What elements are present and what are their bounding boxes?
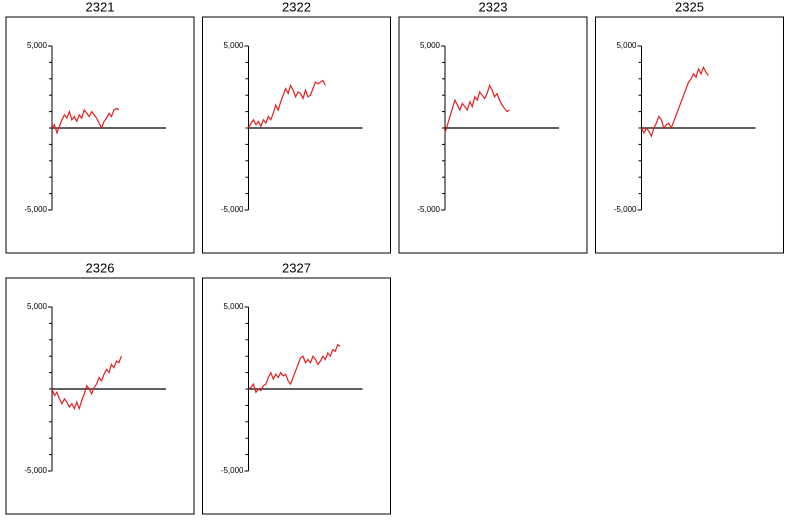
panel — [202, 16, 391, 254]
y-tick-label: -5,000 — [24, 205, 47, 214]
panel — [5, 16, 195, 254]
line-series — [51, 107, 120, 135]
chart-title: 2321 — [86, 0, 115, 14]
y-tick-label: -5,000 — [417, 205, 440, 214]
chart-title: 2326 — [86, 260, 115, 275]
y-tick-label: 5,000 — [27, 302, 48, 311]
panel — [595, 16, 784, 254]
y-tick-label: 5,000 — [223, 302, 244, 311]
panel — [398, 16, 588, 254]
panel — [202, 277, 391, 515]
y-tick-label: 5,000 — [420, 41, 441, 50]
chart-title: 2322 — [282, 0, 311, 14]
line-series — [640, 65, 709, 138]
y-tick-label: -5,000 — [24, 466, 47, 475]
line-series — [51, 355, 122, 411]
chart-title: 2323 — [479, 0, 508, 14]
line-series — [247, 79, 326, 129]
y-tick-label: 5,000 — [27, 41, 48, 50]
line-series — [444, 83, 510, 134]
panel — [5, 277, 195, 515]
chart-title: 2327 — [282, 260, 311, 275]
y-tick-label: -5,000 — [221, 205, 244, 214]
y-tick-label: -5,000 — [221, 466, 244, 475]
y-tick-label: 5,000 — [223, 41, 244, 50]
y-tick-label: 5,000 — [616, 41, 637, 50]
line-series — [248, 343, 341, 394]
chart-title: 2325 — [675, 0, 704, 14]
y-tick-label: -5,000 — [614, 205, 637, 214]
